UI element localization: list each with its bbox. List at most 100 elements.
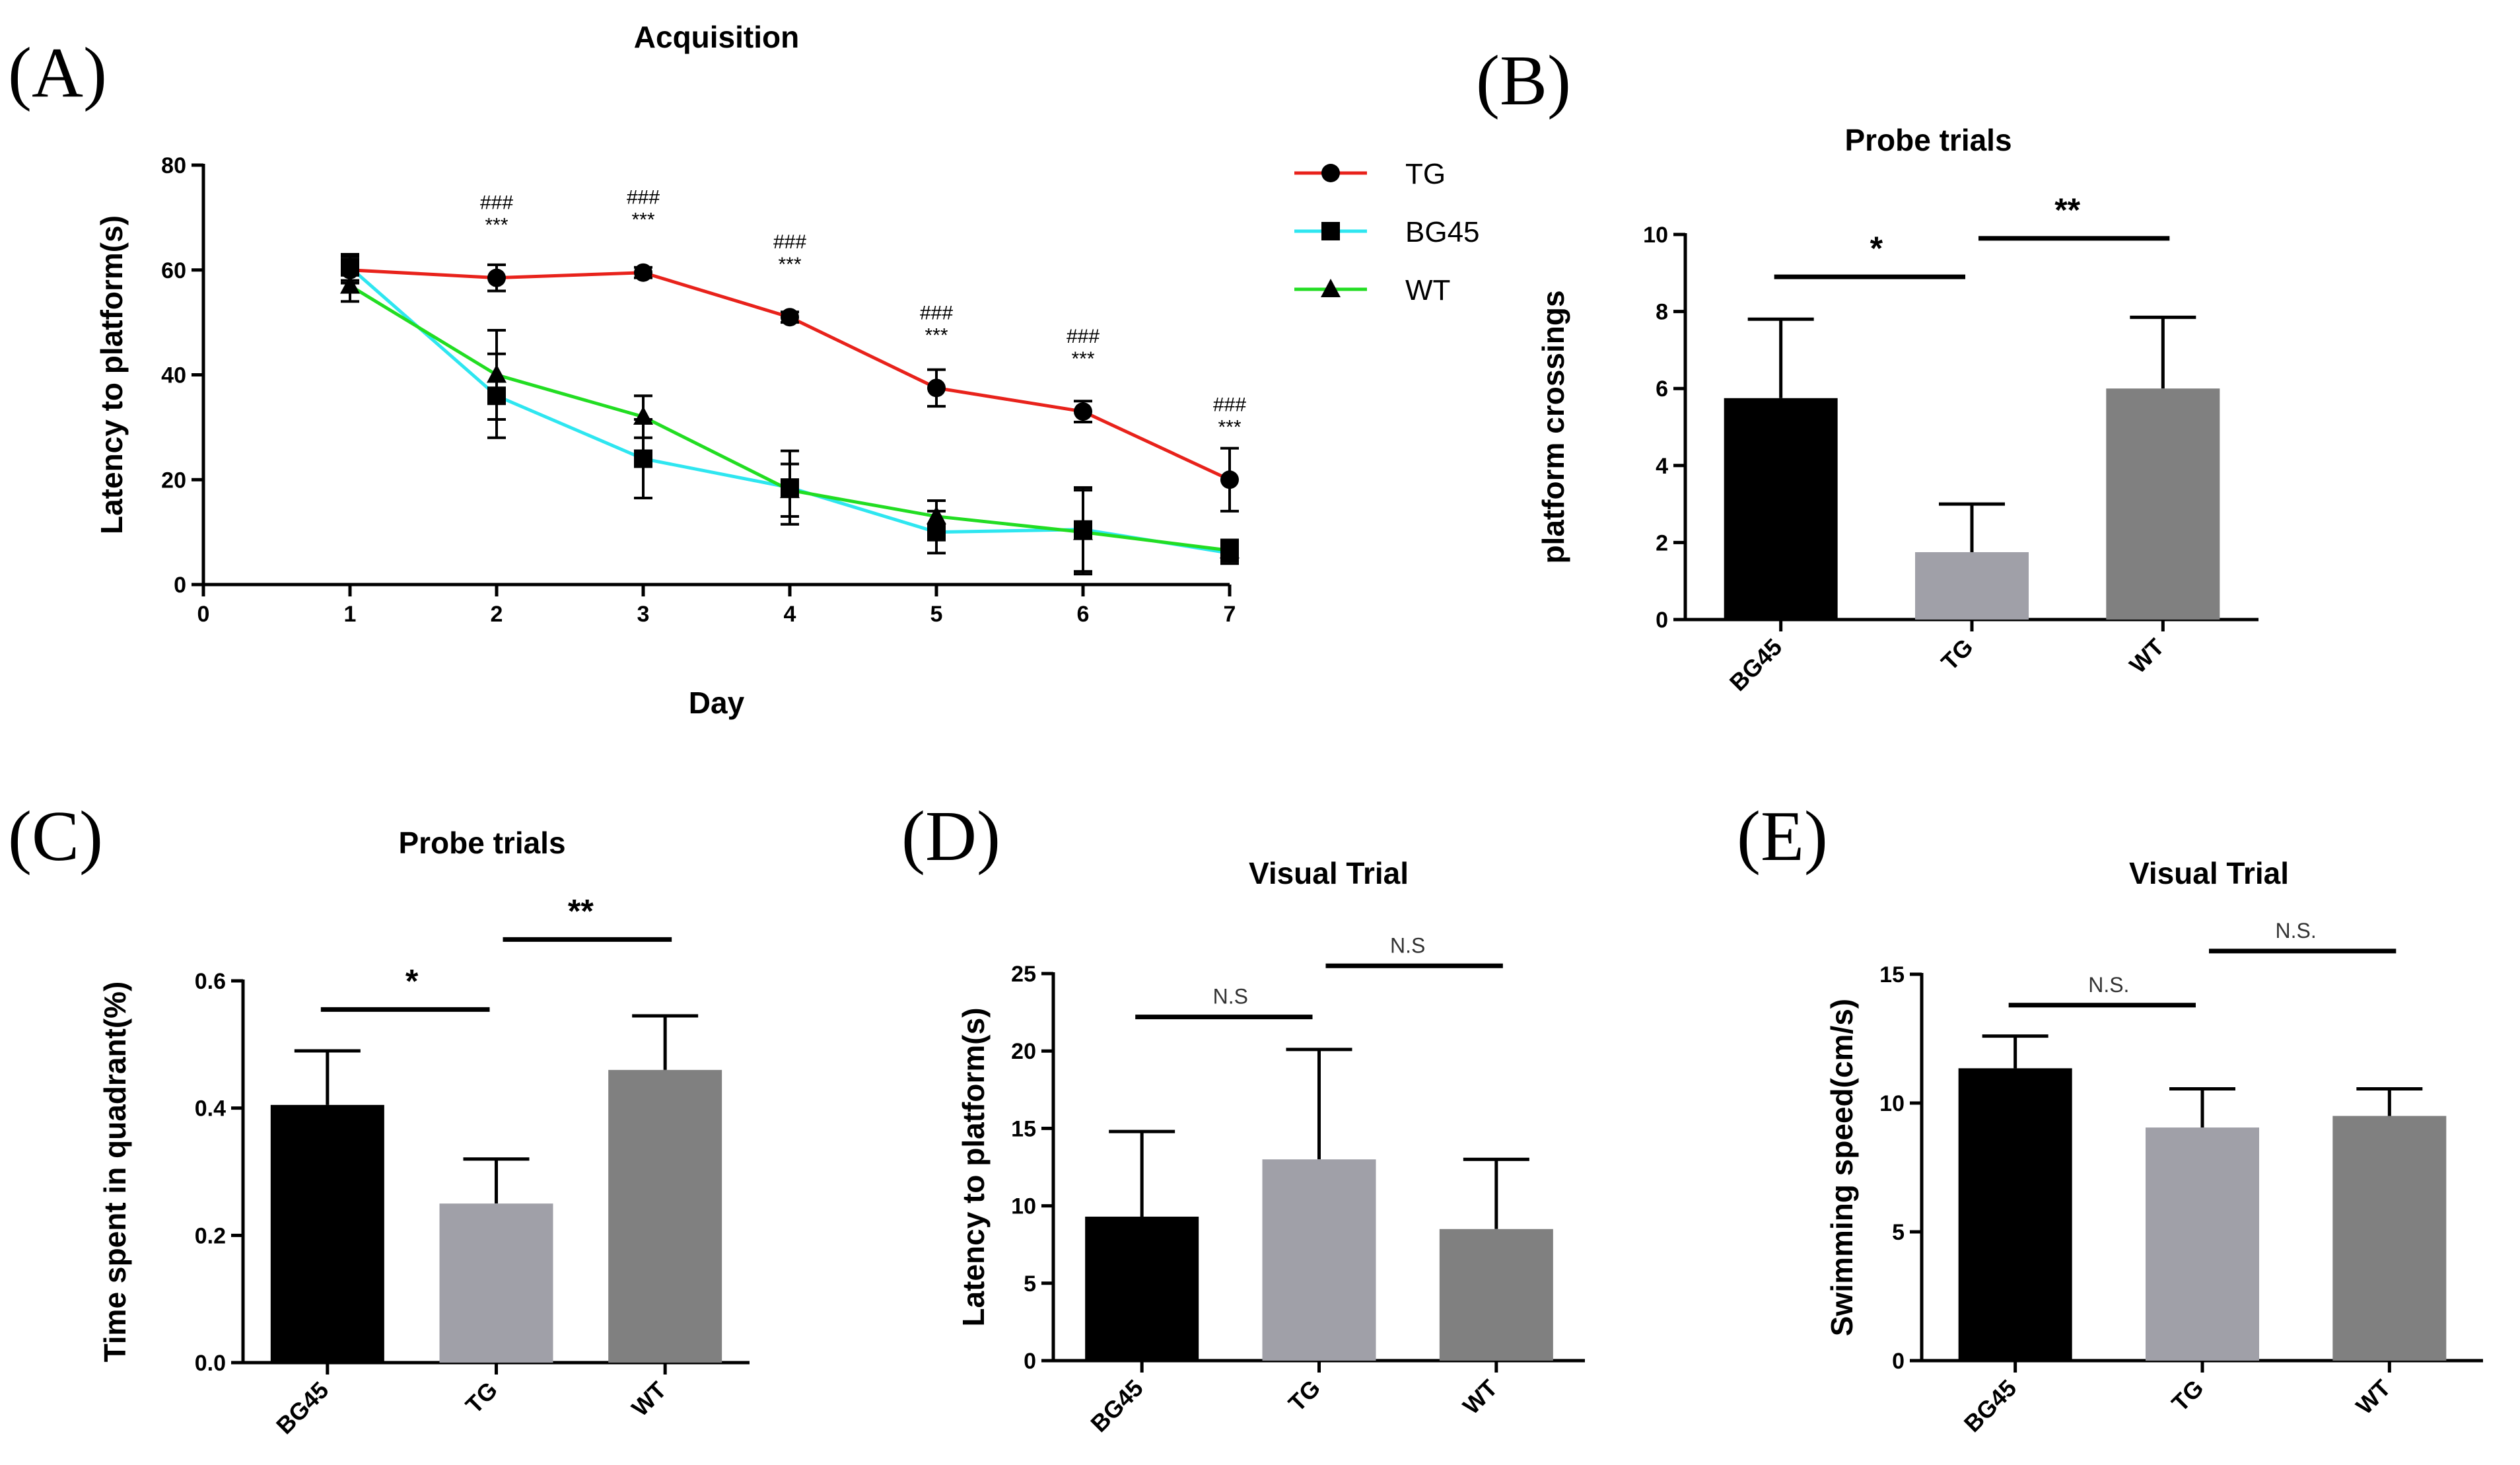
chart-a-title: Acquisition bbox=[634, 20, 799, 54]
series-tg-point bbox=[487, 268, 506, 287]
panel-labels: (A) (B) (C) (D) (E) bbox=[8, 34, 1828, 876]
panel-label-c: (C) bbox=[8, 797, 103, 876]
chart-a-significance-label: ### bbox=[627, 187, 660, 209]
legend-bg45-label: BG45 bbox=[1405, 216, 1480, 248]
chart-a-x-tick-label: 1 bbox=[344, 602, 357, 627]
chart-a-significance-label: ### bbox=[920, 302, 953, 324]
chart-d-y-tick-label: 0 bbox=[1024, 1349, 1036, 1374]
chart-e-bar-wt bbox=[2332, 1116, 2447, 1361]
chart-a-x-tick-label: 5 bbox=[930, 602, 943, 627]
chart-d-y-tick-label: 20 bbox=[1011, 1039, 1036, 1064]
panel-label-e: (E) bbox=[1737, 797, 1828, 876]
chart-c-y-tick-label: 0.6 bbox=[195, 969, 226, 994]
chart-d-y-tick-label: 10 bbox=[1011, 1194, 1036, 1219]
chart-d-significance-label: N.S bbox=[1390, 933, 1425, 957]
chart-b-bar-wt bbox=[2106, 388, 2220, 620]
series-tg-point bbox=[1220, 470, 1239, 489]
chart-e-y-tick-label: 0 bbox=[1892, 1349, 1905, 1374]
chart-d-y-axis-title: Latency to platform(s) bbox=[956, 1007, 991, 1326]
chart-e-bar-bg45 bbox=[1958, 1068, 2072, 1361]
chart-c-y-axis-title: Time spent in quadrant(%) bbox=[98, 982, 132, 1363]
chart-a-y-tick-label: 20 bbox=[161, 468, 186, 493]
chart-b-bar-bg45 bbox=[1724, 398, 1838, 620]
chart-d-y-tick-label: 15 bbox=[1011, 1116, 1036, 1141]
series-tg-point bbox=[927, 378, 946, 398]
series-tg-point bbox=[781, 308, 799, 327]
chart-c-bar-bg45 bbox=[270, 1104, 384, 1363]
chart-b-significance-label: * bbox=[1870, 230, 1883, 267]
chart-b-y-tick-label: 8 bbox=[1656, 300, 1668, 325]
chart-d-title: Visual Trial bbox=[1249, 856, 1409, 890]
series-wt-point bbox=[927, 505, 946, 524]
chart-a-y-tick-label: 60 bbox=[161, 258, 186, 283]
chart-e-y-tick-label: 15 bbox=[1879, 962, 1905, 987]
chart-a-y-tick-label: 40 bbox=[161, 363, 186, 388]
chart-b-y-tick-label: 10 bbox=[1643, 223, 1668, 248]
chart-c-title: Probe trials bbox=[398, 826, 565, 860]
chart-b-y-tick-label: 2 bbox=[1656, 530, 1668, 555]
series-wt-point bbox=[1220, 540, 1240, 559]
chart-b-y-tick-label: 0 bbox=[1656, 608, 1668, 633]
chart-a-y-tick-label: 0 bbox=[174, 573, 186, 598]
chart-b-title: Probe trials bbox=[1844, 123, 2012, 157]
series-tg-point bbox=[341, 260, 359, 279]
legend-wt-marker bbox=[1321, 279, 1341, 297]
chart-c-y-tick-label: 0.2 bbox=[195, 1223, 226, 1248]
chart-a-significance-label: *** bbox=[631, 209, 654, 231]
chart-e-title: Visual Trial bbox=[2129, 856, 2289, 890]
chart-a-significance-label: *** bbox=[925, 324, 948, 346]
series-tg-point bbox=[1074, 402, 1092, 421]
chart-c-bar-tg bbox=[439, 1203, 553, 1363]
series-wt-point bbox=[487, 364, 507, 383]
legend-wt-label: WT bbox=[1405, 274, 1450, 306]
chart-d-bar-tg bbox=[1262, 1159, 1376, 1361]
chart-e-y-tick-label: 5 bbox=[1892, 1220, 1905, 1245]
chart-e-significance-label: N.S. bbox=[2088, 973, 2129, 997]
chart-a-significance-label: *** bbox=[1218, 416, 1241, 438]
panel-label-a: (A) bbox=[8, 34, 107, 112]
chart-e-y-axis-title: Swimming speed(cm/s) bbox=[1825, 999, 1859, 1336]
chart-d-y-tick-label: 25 bbox=[1011, 962, 1036, 987]
chart-a-x-tick-label: 7 bbox=[1224, 602, 1236, 627]
chart-a-x-tick-label: 0 bbox=[197, 602, 210, 627]
chart-c-y-tick-label: 0.4 bbox=[195, 1096, 226, 1122]
chart-a-significance-label: *** bbox=[778, 254, 801, 275]
legend-tg-marker bbox=[1321, 164, 1340, 182]
panel-label-d: (D) bbox=[901, 797, 1000, 876]
chart-a-significance-label: ### bbox=[1213, 394, 1246, 415]
chart-b-y-axis-title: platform crossings bbox=[1536, 290, 1570, 563]
chart-e-bar-tg bbox=[2146, 1127, 2259, 1361]
chart-a-x-tick-label: 4 bbox=[784, 602, 796, 627]
series-wt-point bbox=[780, 480, 800, 499]
panel-label-b: (B) bbox=[1476, 42, 1571, 120]
chart-c-bar-wt bbox=[608, 1069, 722, 1363]
chart-d-significance-label: N.S bbox=[1213, 985, 1248, 1009]
series-tg-point bbox=[634, 263, 652, 282]
chart-a-significance-label: *** bbox=[1071, 348, 1094, 370]
chart-a-y-axis-title: Latency to platform(s) bbox=[94, 215, 129, 534]
chart-b-y-tick-label: 4 bbox=[1656, 454, 1668, 479]
series-wt-point bbox=[1073, 521, 1093, 540]
legend-bg45-marker bbox=[1321, 222, 1340, 240]
chart-b-y-tick-label: 6 bbox=[1656, 376, 1668, 402]
chart-a-x-tick-label: 2 bbox=[491, 602, 503, 627]
chart-a-significance-label: ### bbox=[1067, 326, 1100, 347]
chart-a-significance-label: ### bbox=[480, 192, 513, 214]
series-bg45-point bbox=[634, 449, 652, 468]
chart-e-significance-label: N.S. bbox=[2276, 919, 2317, 943]
chart-b-significance-label: ** bbox=[2054, 192, 2080, 229]
chart-a-x-tick-label: 6 bbox=[1077, 602, 1090, 627]
chart-a-significance-label: ### bbox=[773, 231, 806, 253]
chart-b-bar-tg bbox=[1915, 552, 2029, 620]
chart-c-significance-label: * bbox=[405, 962, 419, 999]
chart-a-x-axis-title: Day bbox=[689, 686, 745, 720]
chart-a-y-tick-label: 80 bbox=[161, 153, 186, 178]
legend-tg-label: TG bbox=[1405, 158, 1446, 190]
chart-d-bar-wt bbox=[1439, 1229, 1553, 1361]
chart-d-bar-bg45 bbox=[1085, 1217, 1199, 1361]
chart-e-y-tick-label: 10 bbox=[1879, 1091, 1905, 1116]
series-wt-point bbox=[633, 406, 653, 425]
